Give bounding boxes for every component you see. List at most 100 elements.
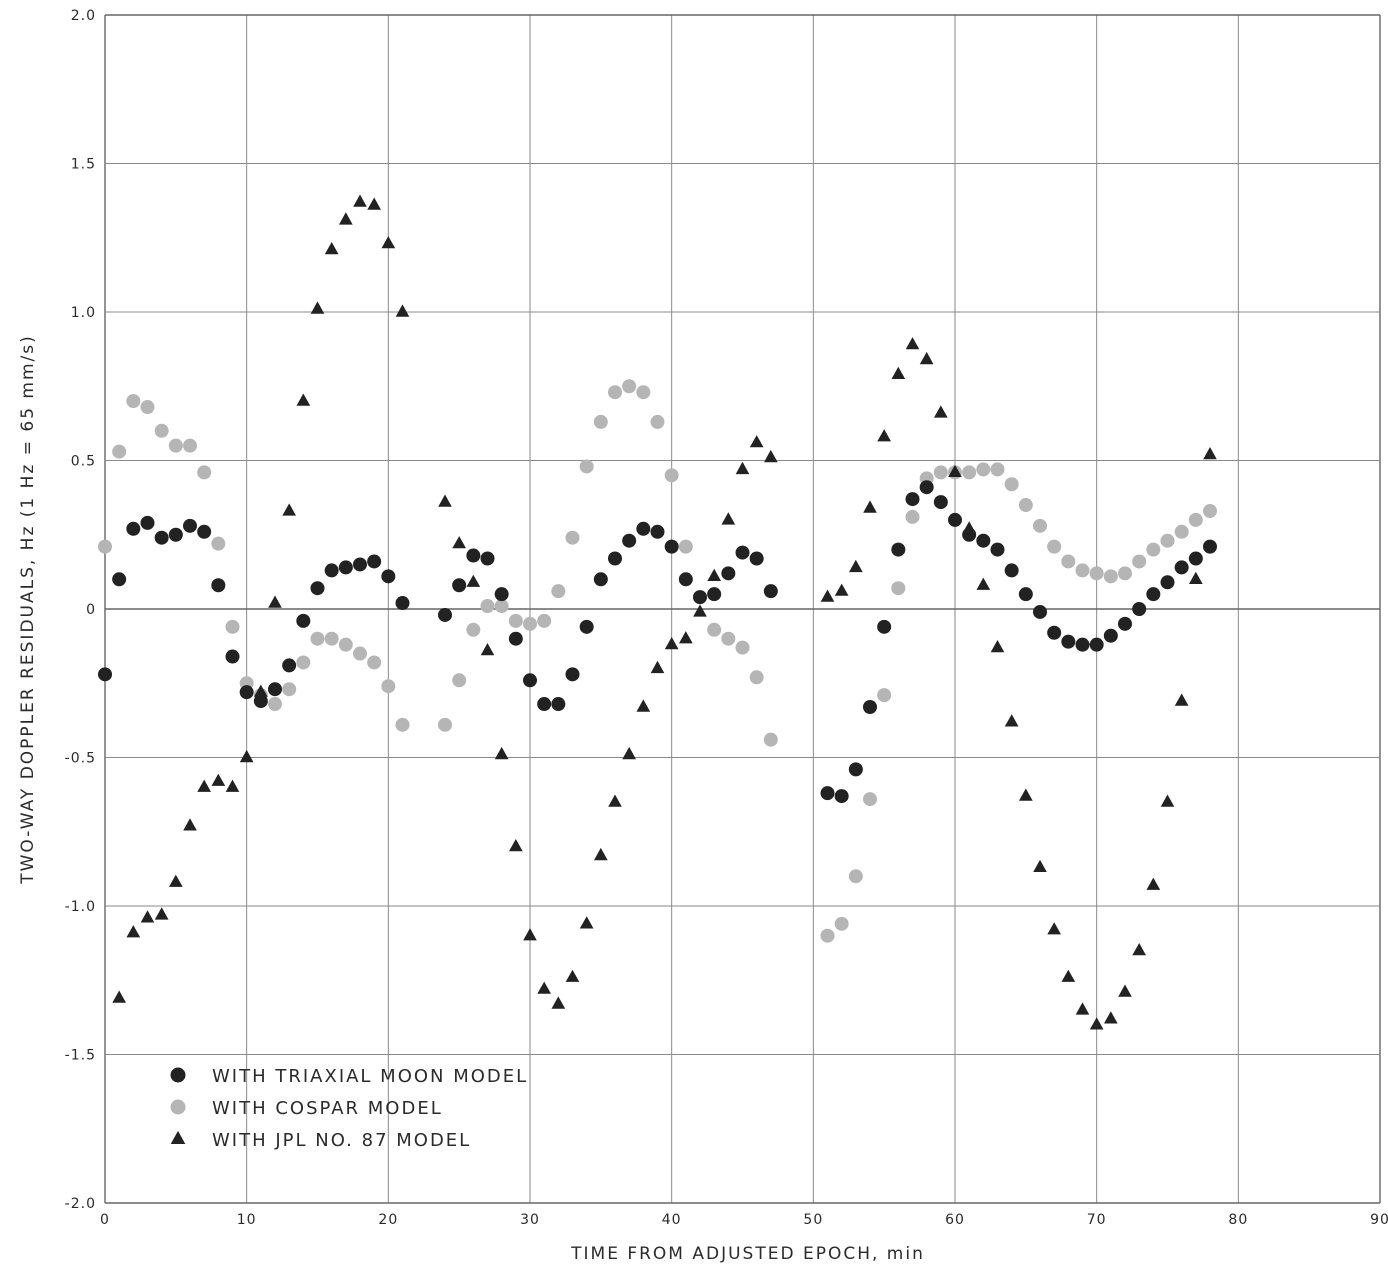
x-tick-label: 30 bbox=[520, 1212, 540, 1228]
data-point bbox=[311, 581, 325, 595]
y-tick-label: -1.0 bbox=[65, 899, 96, 915]
data-point bbox=[636, 385, 650, 399]
data-point bbox=[1175, 525, 1189, 539]
data-point bbox=[976, 462, 990, 476]
data-point bbox=[1104, 569, 1118, 583]
data-point bbox=[636, 522, 650, 536]
data-point bbox=[1203, 540, 1217, 554]
data-point bbox=[268, 697, 282, 711]
data-point bbox=[211, 537, 225, 551]
data-point bbox=[169, 528, 183, 542]
data-point bbox=[920, 480, 934, 494]
data-point bbox=[906, 510, 920, 524]
data-point bbox=[948, 513, 962, 527]
data-point bbox=[240, 685, 254, 699]
data-point bbox=[906, 492, 920, 506]
data-point bbox=[622, 534, 636, 548]
data-point bbox=[976, 534, 990, 548]
data-point bbox=[594, 415, 608, 429]
legend-label: WITH COSPAR MODEL bbox=[212, 1098, 443, 1119]
data-point bbox=[651, 415, 665, 429]
data-point bbox=[381, 679, 395, 693]
data-point bbox=[141, 516, 155, 530]
data-point bbox=[481, 552, 495, 566]
data-point bbox=[1132, 602, 1146, 616]
y-tick-label: 1.0 bbox=[71, 305, 96, 321]
data-point bbox=[396, 596, 410, 610]
data-point bbox=[367, 554, 381, 568]
data-point bbox=[226, 620, 240, 634]
data-point bbox=[1132, 554, 1146, 568]
x-tick-label: 90 bbox=[1370, 1212, 1388, 1228]
data-point bbox=[1061, 635, 1075, 649]
data-point bbox=[566, 667, 580, 681]
x-tick-label: 0 bbox=[100, 1212, 110, 1228]
data-point bbox=[622, 379, 636, 393]
data-point bbox=[750, 670, 764, 684]
data-point bbox=[183, 439, 197, 453]
x-tick-label: 20 bbox=[378, 1212, 398, 1228]
data-point bbox=[325, 632, 339, 646]
data-point bbox=[750, 552, 764, 566]
data-point bbox=[311, 632, 325, 646]
data-point bbox=[523, 617, 537, 631]
data-point bbox=[438, 718, 452, 732]
data-point bbox=[1146, 587, 1160, 601]
data-point bbox=[1161, 575, 1175, 589]
data-point bbox=[707, 623, 721, 637]
data-point bbox=[1047, 626, 1061, 640]
data-point bbox=[551, 584, 565, 598]
x-axis-title: TIME FROM ADJUSTED EPOCH, min bbox=[570, 1244, 925, 1264]
legend-marker bbox=[171, 1068, 186, 1083]
data-point bbox=[98, 667, 112, 681]
data-point bbox=[962, 465, 976, 479]
data-point bbox=[891, 543, 905, 557]
data-point bbox=[509, 632, 523, 646]
data-point bbox=[821, 929, 835, 943]
data-point bbox=[1175, 560, 1189, 574]
data-point bbox=[353, 647, 367, 661]
data-point bbox=[835, 789, 849, 803]
data-point bbox=[1189, 552, 1203, 566]
data-point bbox=[466, 549, 480, 563]
data-point bbox=[98, 540, 112, 554]
x-tick-label: 80 bbox=[1228, 1212, 1248, 1228]
data-point bbox=[1146, 543, 1160, 557]
data-point bbox=[438, 608, 452, 622]
data-point bbox=[551, 697, 565, 711]
data-point bbox=[211, 578, 225, 592]
data-point bbox=[155, 424, 169, 438]
data-point bbox=[353, 557, 367, 571]
data-point bbox=[126, 394, 140, 408]
data-point bbox=[1104, 629, 1118, 643]
data-point bbox=[112, 572, 126, 586]
data-point bbox=[835, 917, 849, 931]
data-point bbox=[764, 584, 778, 598]
data-point bbox=[736, 641, 750, 655]
data-point bbox=[481, 599, 495, 613]
data-point bbox=[1033, 519, 1047, 533]
data-point bbox=[1019, 498, 1033, 512]
y-tick-label: 1.5 bbox=[71, 157, 96, 173]
data-point bbox=[1076, 563, 1090, 577]
data-point bbox=[608, 552, 622, 566]
data-point bbox=[396, 718, 410, 732]
data-point bbox=[268, 682, 282, 696]
data-point bbox=[934, 465, 948, 479]
data-point bbox=[523, 673, 537, 687]
data-point bbox=[877, 620, 891, 634]
data-point bbox=[1203, 504, 1217, 518]
data-point bbox=[1118, 566, 1132, 580]
data-point bbox=[1019, 587, 1033, 601]
data-point bbox=[707, 587, 721, 601]
y-tick-label: -0.5 bbox=[65, 751, 96, 767]
data-point bbox=[566, 531, 580, 545]
data-point bbox=[877, 688, 891, 702]
data-point bbox=[863, 700, 877, 714]
data-point bbox=[296, 614, 310, 628]
data-point bbox=[1005, 563, 1019, 577]
data-point bbox=[509, 614, 523, 628]
x-tick-label: 50 bbox=[803, 1212, 823, 1228]
y-tick-label: 2.0 bbox=[71, 8, 96, 24]
